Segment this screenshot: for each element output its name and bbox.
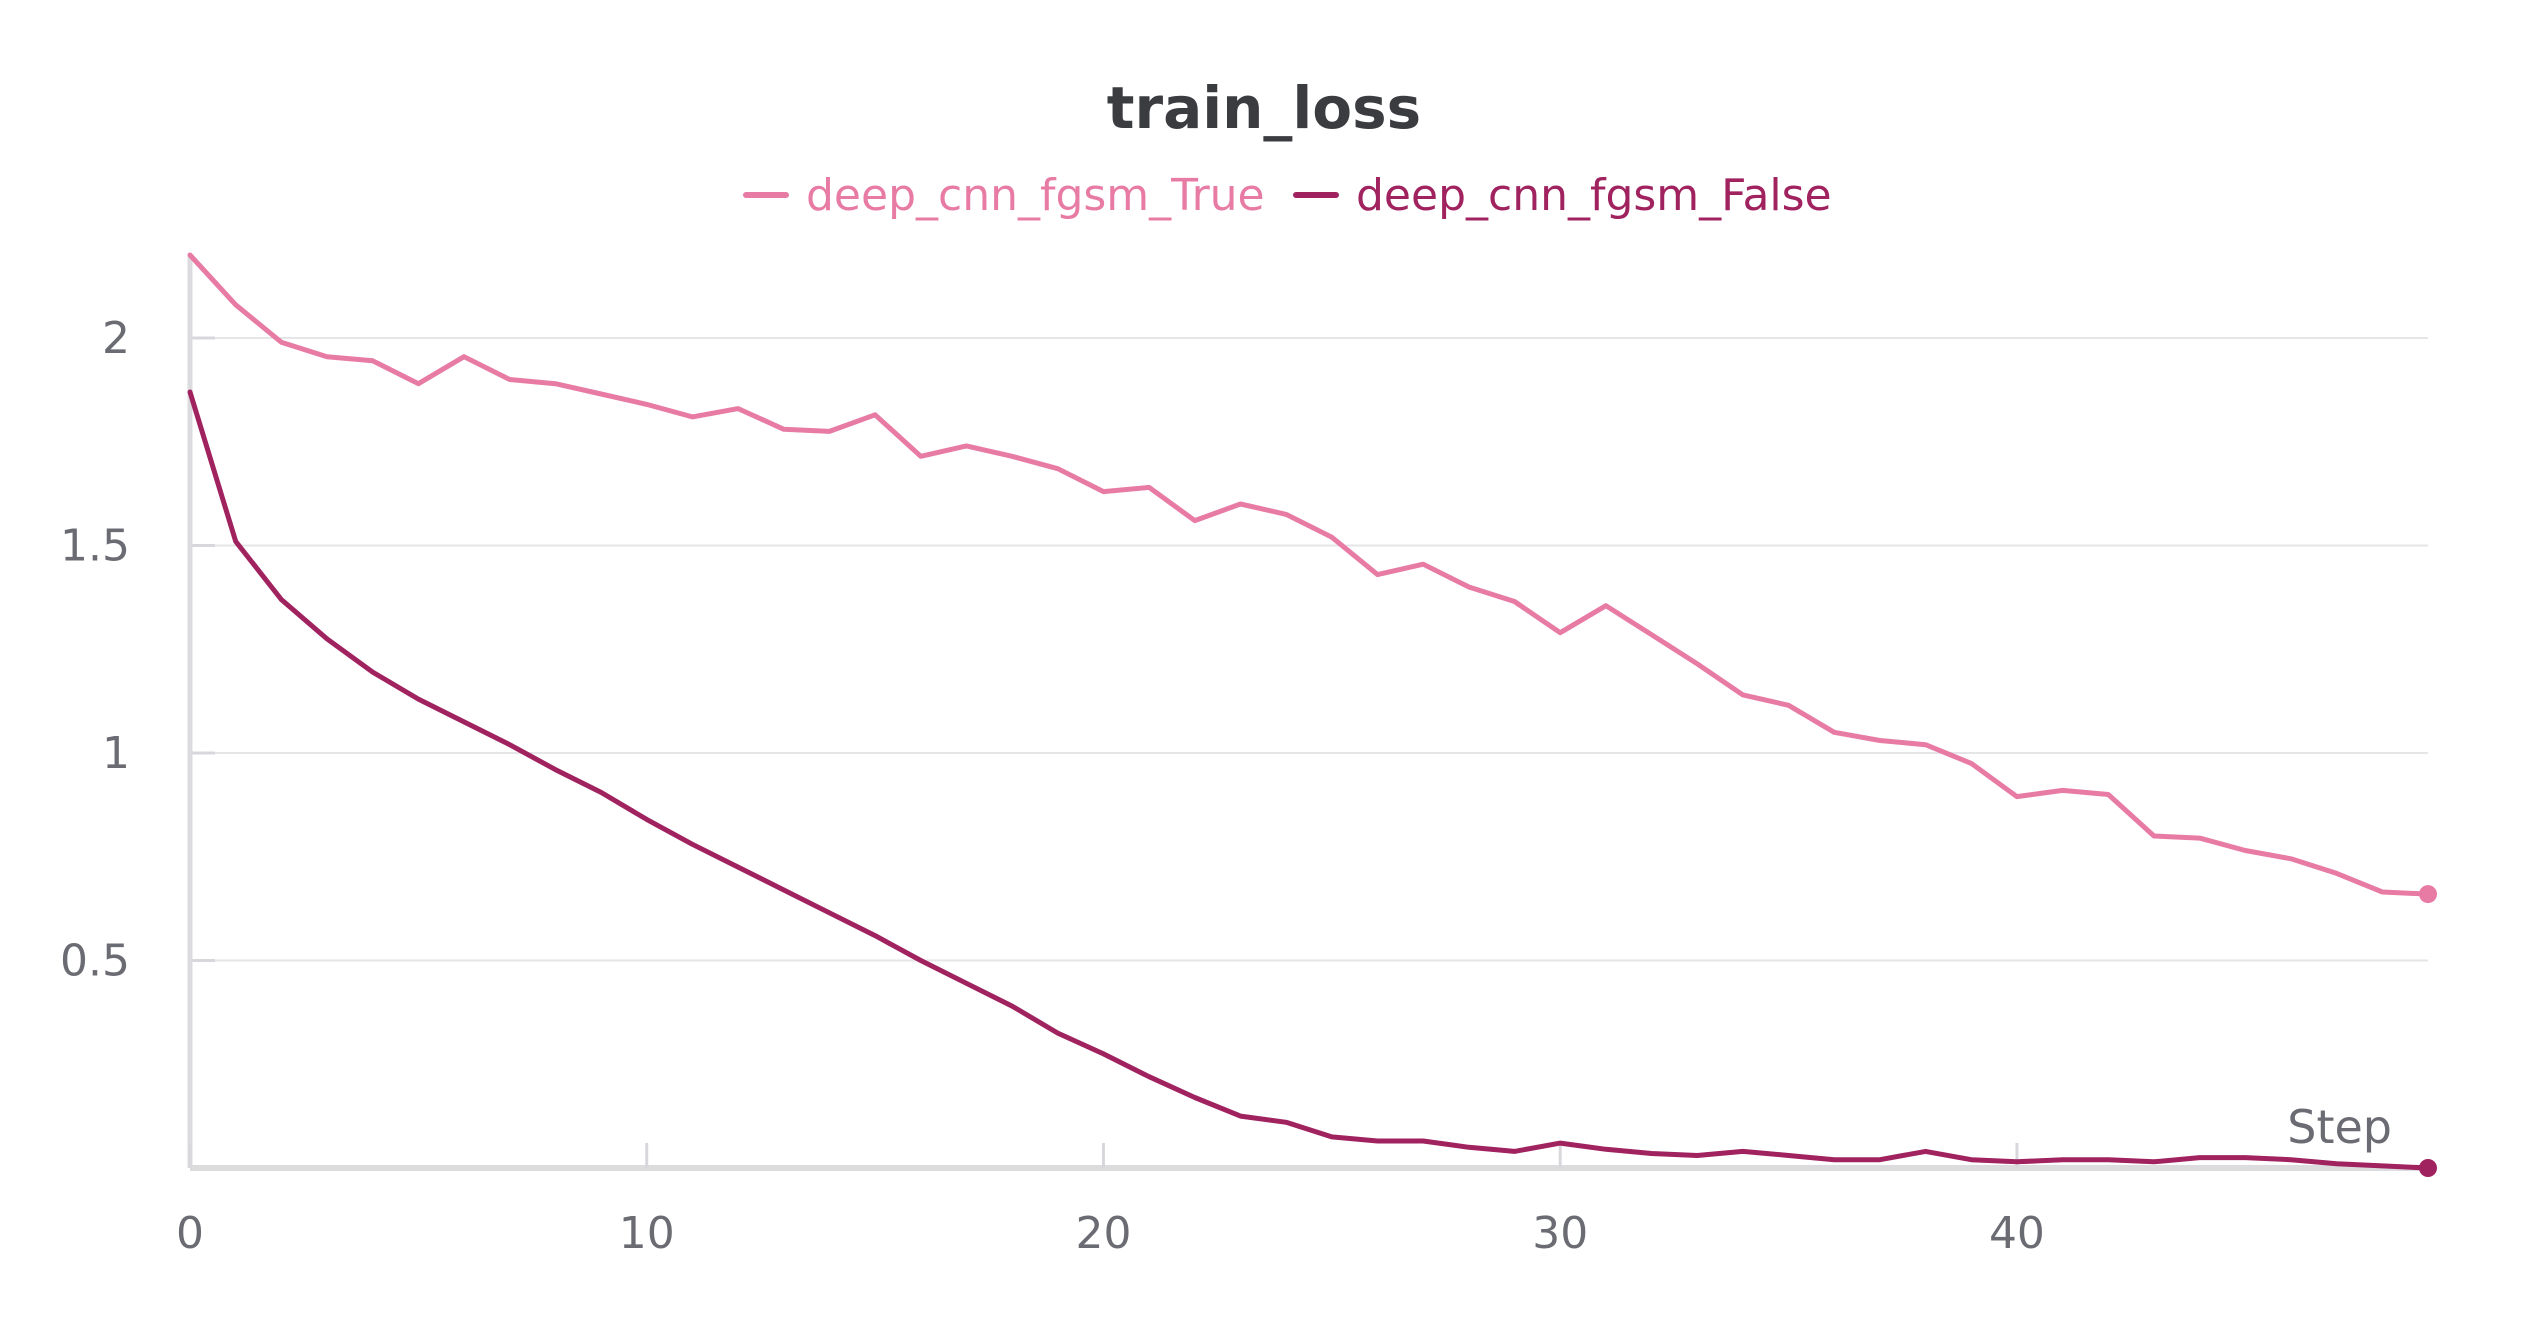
chart-axes [187,255,2428,1171]
y-tick-label: 1.5 [60,521,130,572]
series-end-marker-deep-cnn-fgsm-true [2419,885,2437,904]
x-tick-label: 10 [619,1208,675,1259]
chart-legend: deep_cnn_fgsm_True deep_cnn_fgsm_False [743,170,1832,221]
series-line-deep-cnn-fgsm-true [187,252,2431,897]
series-end-marker-deep-cnn-fgsm-false [2419,1159,2437,1177]
x-axis-label: Step [2287,1100,2392,1154]
y-tick-label: 0.5 [60,936,130,987]
x-tick-label: 0 [176,1208,204,1259]
legend-label-deep-cnn-fgsm-false: deep_cnn_fgsm_False [1356,170,1832,221]
x-tick-label: 30 [1532,1208,1588,1259]
x-tick-label: 20 [1075,1208,1131,1259]
series-line-deep-cnn-fgsm-false [187,389,2431,1171]
y-tick-label: 1 [102,728,130,779]
series-layer [187,252,2437,1177]
y-tick-label: 2 [102,313,130,364]
x-tick-label: 40 [1989,1208,2045,1259]
tick-labels: 0.511.520 10 20 30 40 [60,313,2045,1259]
chart-title: train_loss [1107,74,1421,142]
legend-label-deep-cnn-fgsm-true: deep_cnn_fgsm_True [806,170,1265,221]
grid-lines [190,337,2428,962]
